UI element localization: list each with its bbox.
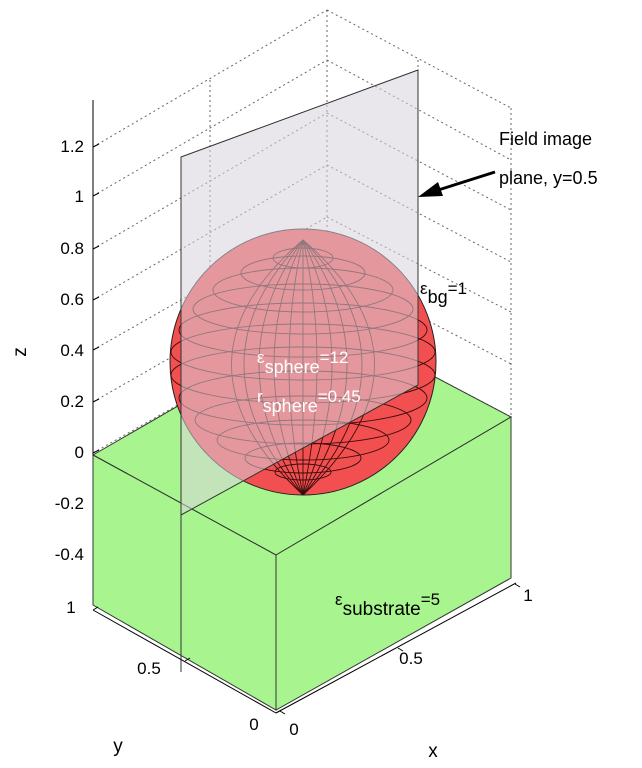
z-tick-label: -0.4	[55, 545, 84, 564]
field-image-plane	[180, 69, 419, 516]
x-axis-label: x	[428, 741, 438, 762]
z-tick-label: 0.4	[60, 341, 84, 360]
y-tick-label: 0	[249, 715, 258, 734]
r-sphere-label: rsphere=0.45	[257, 387, 361, 416]
z-axis-label: z	[10, 347, 31, 357]
x-tick-label: 0.5	[399, 649, 423, 668]
field-plane-arrow	[418, 170, 496, 197]
z-tick-label: -0.2	[55, 494, 84, 513]
z-tick-label: 0.8	[60, 239, 84, 258]
y-tick-label: 0.5	[137, 659, 161, 678]
z-tick-label: 0.2	[60, 392, 84, 411]
substrate-front-face	[275, 416, 512, 711]
x-axis	[275, 582, 521, 715]
field-plane-label-line2: plane, y=0.5	[499, 168, 598, 188]
y-tick-label: 1	[66, 598, 75, 617]
z-tick-label: 1.2	[60, 137, 84, 156]
field-plane-label-line1: Field image	[499, 129, 592, 149]
eps-sphere-label: εsphere=12	[257, 348, 348, 377]
eps-substrate-label: εsubstrate=5	[335, 590, 440, 620]
x-tick-label: 0	[289, 720, 298, 739]
x-tick-label: 1	[523, 586, 532, 605]
z-tick-label: 1	[75, 187, 84, 206]
y-axis-label: y	[113, 736, 123, 757]
eps-bg-label: εbg=1	[420, 279, 467, 307]
z-tick-label: 0.6	[60, 290, 84, 309]
z-tick-labels: 1.2 1 0.8 0.6 0.4 0.2 0 -0.2 -0.4	[55, 137, 84, 564]
z-tick-label: 0	[75, 443, 84, 462]
